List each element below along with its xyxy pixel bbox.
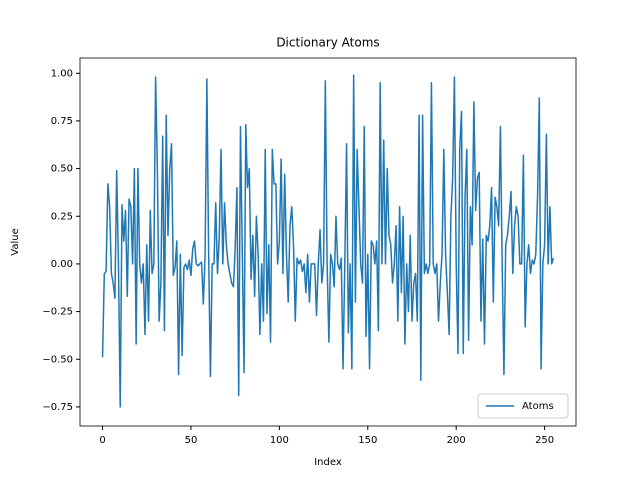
y-tick-label: 0.50 [51, 164, 73, 175]
y-axis-label: Value [10, 228, 21, 255]
x-axis-label: Index [314, 457, 342, 468]
y-tick-label: 1.00 [51, 68, 73, 79]
y-tick-label: −0.25 [42, 307, 73, 318]
x-tick-label: 200 [447, 435, 466, 446]
x-tick-label: 100 [270, 435, 289, 446]
legend-label: Atoms [522, 401, 554, 412]
legend-box [477, 393, 569, 419]
plot-frame [79, 57, 577, 427]
y-tick-label: 0.00 [51, 259, 73, 270]
data-line [101, 74, 555, 408]
chart-title: Dictionary Atoms [276, 36, 379, 50]
y-tick-label: −0.75 [42, 402, 73, 413]
x-tick-label: 250 [535, 435, 554, 446]
x-tick-label: 150 [358, 435, 377, 446]
y-tick-label: −0.50 [42, 354, 73, 365]
y-tick-label: 0.75 [51, 116, 73, 127]
y-tick-label: 0.25 [51, 211, 73, 222]
x-tick-label: 50 [185, 435, 198, 446]
x-tick-label: 0 [99, 435, 105, 446]
